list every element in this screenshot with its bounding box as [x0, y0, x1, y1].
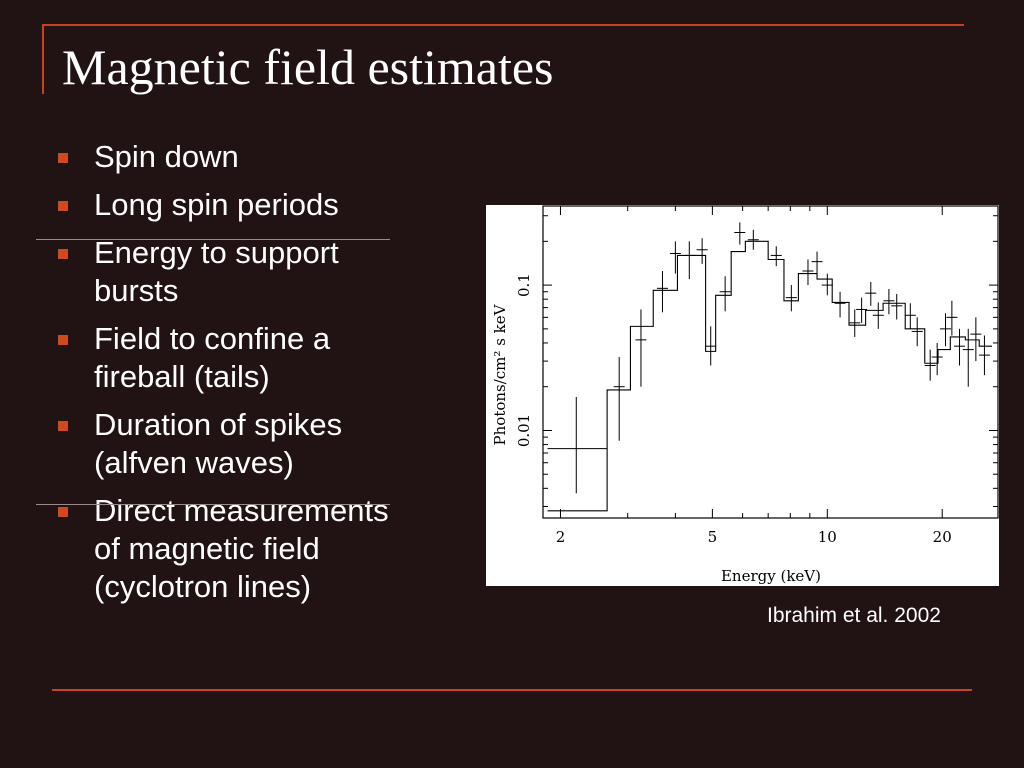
bullet-square-icon: [58, 201, 68, 211]
data-point: [849, 309, 861, 337]
data-point: [924, 349, 936, 381]
data-point: [872, 302, 884, 329]
plot-frame: [542, 205, 999, 519]
data-point: [978, 335, 990, 376]
data-point: [696, 238, 708, 264]
bullet-text-continued: fireball (tails): [94, 359, 270, 394]
bullet-text: Duration of spikes: [94, 407, 343, 442]
bullet-square-icon: [58, 421, 68, 431]
separator-line: [36, 504, 390, 505]
data-point: [770, 246, 782, 267]
data-point: [747, 229, 759, 250]
data-point: [939, 313, 951, 347]
data-point: [734, 222, 746, 245]
data-point: [669, 241, 681, 274]
data-point: [946, 300, 958, 336]
x-tick-label: 5: [708, 528, 718, 546]
bullet-square-icon: [58, 507, 68, 517]
bullet-item: Field to confine a fireball (tails): [58, 320, 458, 396]
title-left-rule: [42, 24, 44, 94]
bullet-square-icon: [58, 335, 68, 345]
bullet-square-icon: [58, 249, 68, 259]
data-point: [962, 328, 974, 387]
data-point: [656, 271, 668, 313]
bullet-text-continued: (cyclotron lines): [94, 569, 312, 604]
bullet-item: Duration of spikes (alfven waves): [58, 406, 458, 482]
data-point: [821, 273, 833, 296]
model-step-line: [547, 240, 992, 512]
y-axis-label: Photons/cm² s keV: [491, 303, 509, 445]
data-point: [883, 289, 895, 315]
data-point: [785, 285, 797, 312]
footer-rule: [52, 689, 972, 691]
data-point: [904, 303, 916, 329]
data-point: [547, 396, 608, 494]
y-tick-label: 0.01: [515, 414, 533, 447]
bullet-text: Spin down: [94, 139, 239, 174]
bullet-list: Spin down Long spin periods Energy to su…: [58, 138, 458, 616]
bullet-text-continued: (alfven waves): [94, 445, 294, 480]
bullet-text: Long spin periods: [94, 187, 339, 222]
spectrum-plot: 2 5 10 20 0.01 0.1 Energy (keV) Photons/cm² s…: [486, 205, 999, 586]
data-point: [856, 297, 868, 323]
bullet-text: Direct measurements: [94, 493, 389, 528]
spectrum-chart-svg: 2 5 10 20 0.01 0.1 Energy (keV) Photons/cm² s…: [491, 205, 999, 585]
citation-text: Ibrahim et al. 2002: [767, 604, 941, 627]
bullet-text: Field to confine a: [94, 321, 331, 356]
bullet-square-icon: [58, 153, 68, 163]
data-point: [891, 293, 903, 320]
x-tick-label: 20: [933, 528, 952, 546]
bullet-item: Energy to support bursts: [58, 234, 458, 310]
bullet-text-continued: bursts: [94, 273, 179, 308]
data-point: [705, 326, 717, 366]
data-point: [931, 342, 943, 376]
bullet-item: Spin down: [58, 138, 458, 176]
title-top-rule: [42, 24, 964, 26]
data-point: [911, 317, 923, 347]
data-point: [811, 251, 823, 274]
bullet-item: Direct measurements of magnetic field (c…: [58, 492, 458, 606]
data-point: [635, 309, 647, 387]
bullet-item: Long spin periods: [58, 186, 458, 224]
data-point: [613, 357, 625, 441]
separator-line: [36, 239, 390, 240]
x-tick-label: 10: [818, 528, 837, 546]
data-point: [834, 291, 846, 318]
slide-title: Magnetic field estimates: [62, 39, 554, 95]
data-point: [970, 317, 982, 362]
data-point: [954, 328, 966, 366]
data-point: [865, 282, 877, 306]
data-point: [719, 276, 731, 312]
bullet-text-continued: of magnetic field: [94, 531, 320, 566]
y-tick-label: 0.1: [515, 273, 533, 297]
data-point: [802, 259, 814, 286]
data-point: [683, 241, 695, 280]
bullet-text: Energy to support: [94, 235, 339, 270]
x-tick-label: 2: [556, 528, 566, 546]
x-axis-label: Energy (keV): [721, 567, 821, 585]
